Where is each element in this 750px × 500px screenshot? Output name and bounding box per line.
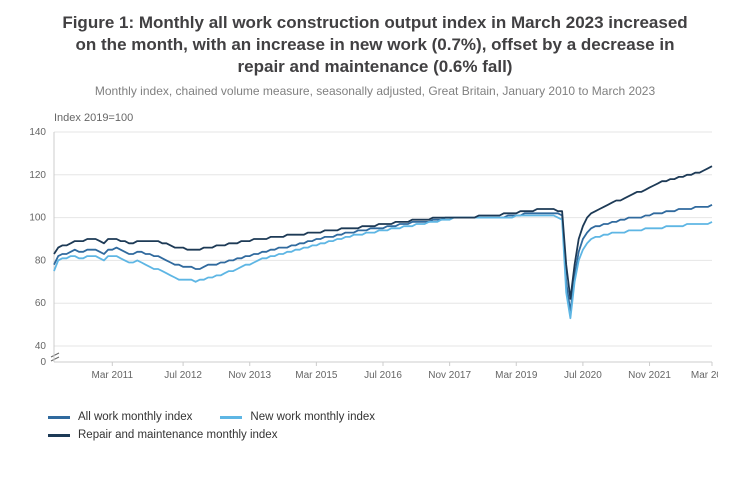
svg-text:Mar 2011: Mar 2011 <box>92 370 134 381</box>
svg-text:40: 40 <box>35 341 47 352</box>
svg-text:Mar 2015: Mar 2015 <box>295 370 338 381</box>
svg-text:120: 120 <box>29 170 46 181</box>
svg-text:100: 100 <box>29 213 46 224</box>
legend-label: All work monthly index <box>78 411 192 423</box>
legend-swatch <box>48 434 70 437</box>
svg-text:Nov 2013: Nov 2013 <box>228 370 271 381</box>
svg-text:Mar 2023: Mar 2023 <box>691 370 718 381</box>
svg-text:80: 80 <box>35 256 47 267</box>
svg-text:Nov 2017: Nov 2017 <box>428 370 471 381</box>
legend-swatch <box>48 416 70 419</box>
svg-text:0: 0 <box>40 357 46 368</box>
legend-item: New work monthly index <box>220 411 375 423</box>
svg-text:140: 140 <box>29 127 46 138</box>
svg-text:Nov 2021: Nov 2021 <box>628 370 671 381</box>
chart-title: Figure 1: Monthly all work construction … <box>55 12 695 78</box>
svg-text:Jul 2020: Jul 2020 <box>564 370 602 381</box>
y-axis-title: Index 2019=100 <box>54 112 732 124</box>
legend-item: Repair and maintenance monthly index <box>48 429 277 441</box>
svg-text:Jul 2012: Jul 2012 <box>164 370 202 381</box>
chart-area: 0 40 60 80 100 120 140 Mar 2011 Jul 2012 Nov 2013… <box>18 126 732 401</box>
chart-subtitle: Monthly index, chained volume measure, s… <box>55 84 695 98</box>
svg-text:60: 60 <box>35 298 47 309</box>
svg-text:Jul 2016: Jul 2016 <box>364 370 402 381</box>
legend-label: Repair and maintenance monthly index <box>78 429 277 441</box>
line-chart: 0 40 60 80 100 120 140 Mar 2011 Jul 2012 Nov 2013… <box>18 126 718 396</box>
legend: All work monthly index New work monthly i… <box>48 411 568 441</box>
svg-text:Mar 2019: Mar 2019 <box>495 370 538 381</box>
legend-item: All work monthly index <box>48 411 192 423</box>
series-line <box>54 205 712 312</box>
legend-label: New work monthly index <box>250 411 375 423</box>
legend-swatch <box>220 416 242 419</box>
